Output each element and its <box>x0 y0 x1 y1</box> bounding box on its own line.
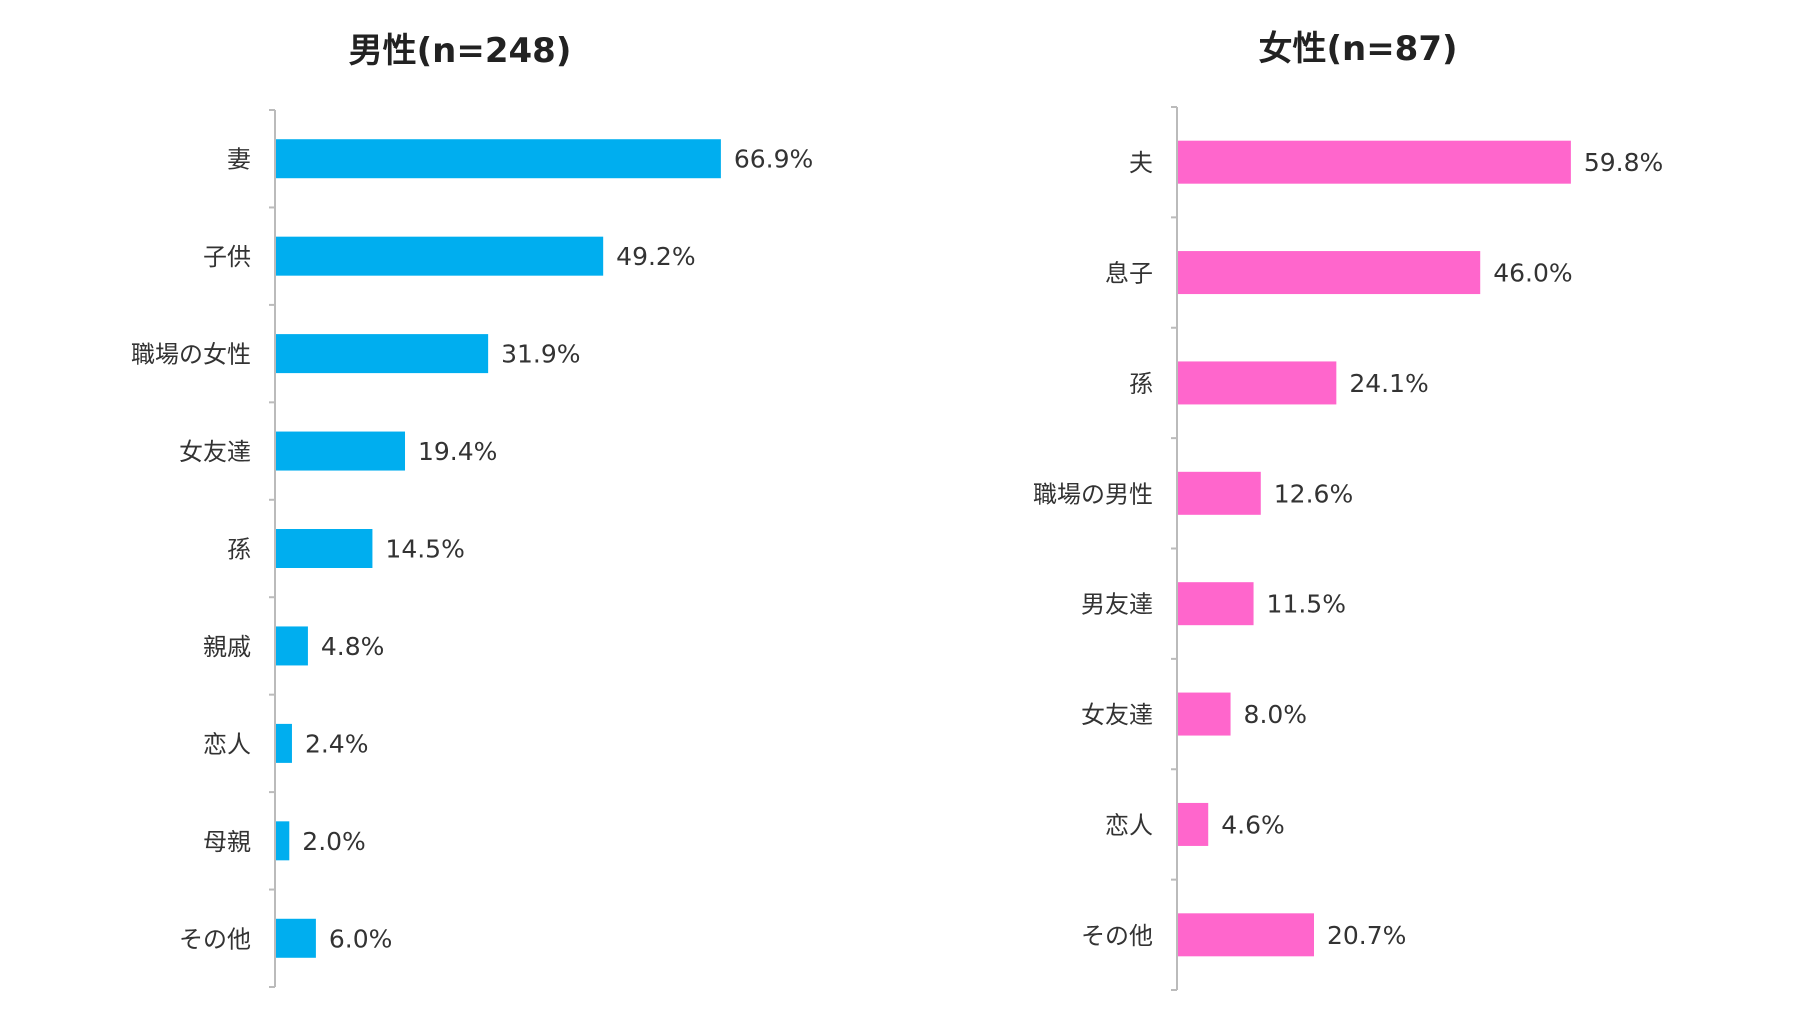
female-bar <box>1178 140 1571 184</box>
male-bar <box>276 236 604 276</box>
female-bar <box>1178 913 1314 957</box>
female-category-label: 女友達 <box>1081 701 1153 729</box>
female-data-label: 46.0% <box>1493 259 1572 288</box>
female-category-label: その他 <box>1081 922 1153 950</box>
male-data-label: 4.8% <box>321 632 385 661</box>
male-data-label: 31.9% <box>501 340 580 369</box>
male-category-label: 親戚 <box>203 633 251 661</box>
male-category-label: 母親 <box>203 828 251 856</box>
male-bar <box>276 334 489 374</box>
female-bar <box>1178 802 1209 846</box>
male-bar <box>276 723 292 763</box>
male-bar <box>276 139 721 179</box>
male-category-label: 女友達 <box>179 438 251 466</box>
female-category-label: 夫 <box>1129 149 1153 177</box>
male-bar <box>276 626 308 666</box>
female-bar <box>1178 251 1481 295</box>
female-bar <box>1178 582 1254 626</box>
male-category-label: その他 <box>179 925 251 953</box>
male-category-label: 職場の女性 <box>131 341 251 369</box>
chart-title-female: 女性(n=87) <box>1258 29 1457 69</box>
male-data-label: 66.9% <box>734 145 813 174</box>
male-category-label: 恋人 <box>203 730 251 758</box>
female-data-label: 11.5% <box>1267 590 1346 619</box>
male-data-label: 6.0% <box>329 924 393 953</box>
female-bar-chart: 夫 59.8% 息子 46.0% 孫 24.1% 職場の男性 12.6% 男友達 11.5% 女友達… <box>1033 106 1663 991</box>
male-category-label: 孫 <box>227 536 251 564</box>
male-category-label: 妻 <box>227 146 251 174</box>
female-bar <box>1178 361 1337 405</box>
male-data-label: 2.4% <box>305 729 369 758</box>
male-data-label: 49.2% <box>616 242 695 271</box>
male-category-label: 子供 <box>203 243 251 271</box>
male-data-label: 2.0% <box>302 827 366 856</box>
female-data-label: 4.6% <box>1221 810 1285 839</box>
male-bar <box>276 918 316 958</box>
male-bar <box>276 529 373 568</box>
female-category-label: 男友達 <box>1081 591 1153 619</box>
female-data-label: 59.8% <box>1584 148 1663 177</box>
male-data-label: 19.4% <box>418 437 497 466</box>
male-data-label: 14.5% <box>385 535 464 564</box>
female-data-label: 24.1% <box>1349 369 1428 398</box>
male-bar-chart: 妻 66.9% 子供 49.2% 職場の女性 31.9% 女友達 19.4% 孫 14.5% 親戚 4… <box>131 109 813 988</box>
female-category-label: 職場の男性 <box>1033 480 1153 508</box>
chart-title-male: 男性(n=248) <box>349 31 572 71</box>
female-category-label: 孫 <box>1129 370 1153 398</box>
male-bar <box>276 821 290 861</box>
male-bar <box>276 431 406 471</box>
female-bar <box>1178 471 1261 515</box>
female-data-label: 12.6% <box>1274 479 1353 508</box>
female-bar <box>1178 692 1231 736</box>
female-data-label: 8.0% <box>1244 700 1308 729</box>
female-category-label: 息子 <box>1105 260 1153 288</box>
female-category-label: 恋人 <box>1105 811 1153 839</box>
female-data-label: 20.7% <box>1327 921 1406 950</box>
